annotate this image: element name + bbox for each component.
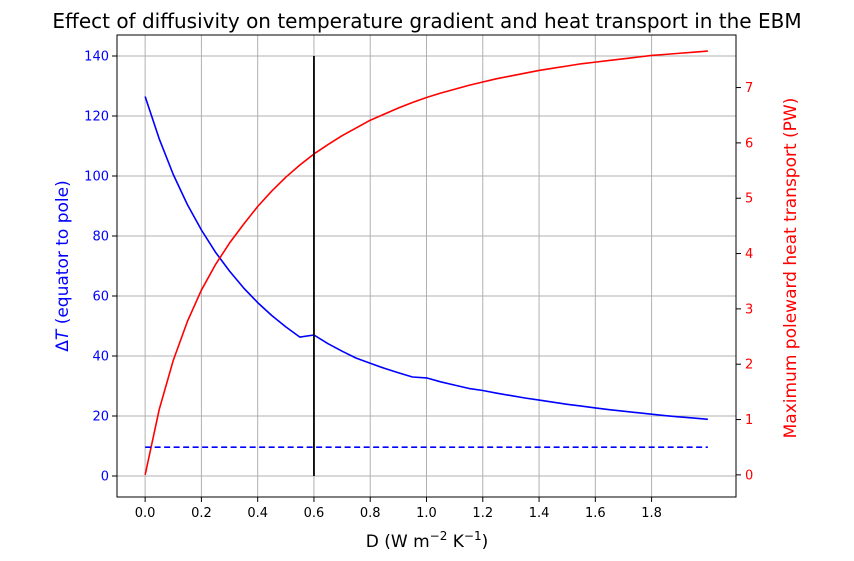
x-tick-label: 0.0 (135, 506, 156, 521)
y-left-tick-label: 80 (92, 230, 109, 245)
y-axis-left-label: ΔT (equator to pole) (53, 180, 73, 351)
series-layer (144, 50, 708, 476)
y-right-tick-label: 1 (745, 413, 753, 428)
y-right-tick-label: 4 (745, 247, 753, 262)
x-tick-label: 0.4 (247, 506, 268, 521)
x-tick-label: 1.2 (472, 506, 493, 521)
y-right-tick-label: 5 (745, 192, 753, 207)
delta-t-line (144, 96, 708, 421)
y-right-tick-label: 3 (745, 302, 753, 317)
y-right-tick-label: 2 (745, 358, 753, 373)
y-left-tick-label: 20 (92, 410, 109, 425)
y-left-tick-label: 100 (84, 170, 109, 185)
y-left-tick-label: 0 (101, 470, 109, 485)
y-right-tick-label: 7 (745, 81, 753, 96)
y-axis-right: 0 1 2 3 4 5 6 7 (736, 81, 753, 483)
heat-transport-line (144, 50, 708, 476)
y-left-tick-label: 140 (84, 50, 109, 65)
y-right-tick-label: 0 (745, 468, 753, 483)
y-axis-left: 0 20 40 60 80 100 120 140 (84, 50, 117, 485)
y-left-tick-label: 40 (92, 350, 109, 365)
chart-title: Effect of diffusivity on temperature gra… (52, 9, 801, 33)
x-tick-label: 0.8 (360, 506, 381, 521)
y-right-tick-label: 6 (745, 136, 753, 151)
y-axis-right-label: Maximum poleward heat transport (PW) (781, 98, 801, 439)
x-axis: 0.0 0.2 0.4 0.6 0.8 1.0 1.2 1.4 1.6 1.8 (135, 497, 662, 521)
x-tick-label: 0.6 (304, 506, 325, 521)
x-tick-label: 1.8 (641, 506, 662, 521)
y-left-tick-label: 60 (92, 290, 109, 305)
x-tick-label: 1.4 (529, 506, 550, 521)
x-tick-label: 1.6 (585, 506, 606, 521)
x-axis-label: D (W m−2 K−1) (366, 529, 489, 552)
grid (117, 35, 736, 497)
x-tick-label: 1.0 (416, 506, 437, 521)
x-tick-label: 0.2 (191, 506, 212, 521)
y-left-tick-label: 120 (84, 110, 109, 125)
